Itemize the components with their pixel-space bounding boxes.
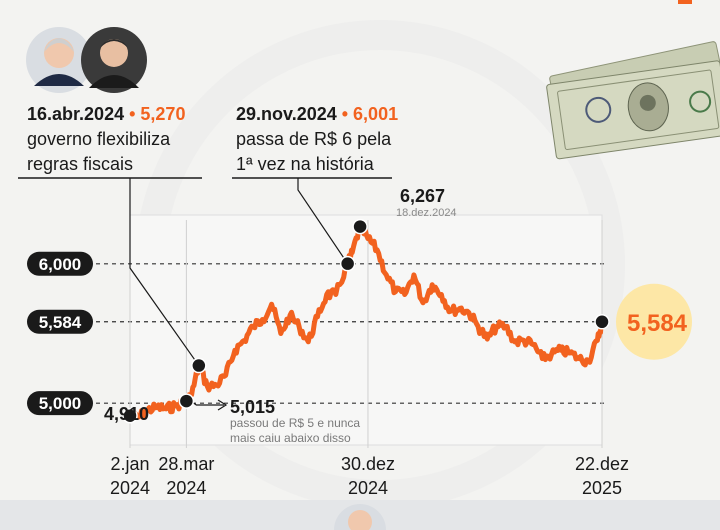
y-reference-pill xyxy=(27,251,93,276)
annotation-value: 5,270 xyxy=(140,104,185,124)
svg-text:16.abr.2024 • 5,270: 16.abr.2024 • 5,270 xyxy=(27,104,185,124)
annotation-value: 6,001 xyxy=(353,104,398,124)
peak-date-label: 18.dez.2024 xyxy=(396,207,457,219)
annotation-point xyxy=(178,393,195,409)
annotation-text-line2: 1ª vez na história xyxy=(236,154,375,174)
annotation-point xyxy=(122,407,138,424)
portrait-bottom xyxy=(334,504,386,530)
y-reference-label: 5,584 xyxy=(39,313,82,332)
annotation-point xyxy=(594,314,610,330)
annotation-point xyxy=(339,255,356,272)
x-tick-year: 2024 xyxy=(110,478,150,498)
y-reference-labels: 6,000 5,584 5,000 xyxy=(27,251,93,416)
annotation-first-time-six: 29.nov.2024 • 6,001 passa de R$ 6 pela 1… xyxy=(232,104,398,179)
dollar-bills-image xyxy=(546,41,720,160)
end-value-label: 5,584 xyxy=(627,310,688,337)
annotation-date: 29.nov.2024 xyxy=(236,104,337,124)
portrait-left xyxy=(26,27,92,93)
annotation-points xyxy=(122,218,610,424)
x-tick-year: 2024 xyxy=(348,478,388,498)
annotation-value: 5,015 xyxy=(230,397,275,417)
y-reference-label: 5,000 xyxy=(39,394,82,413)
series-line-dollar xyxy=(127,222,605,420)
annotation-text-line1: passou de R$ 5 e nunca xyxy=(230,416,360,430)
bullet: • xyxy=(337,104,353,124)
svg-text:29.nov.2024 • 6,001: 29.nov.2024 • 6,001 xyxy=(236,104,398,124)
y-reference-pill xyxy=(27,391,93,416)
annotation-above-five: 5,015 passou de R$ 5 e nunca mais caiu a… xyxy=(230,397,360,445)
annotation-text-line1: passa de R$ 6 pela xyxy=(236,129,392,149)
annotation-text-line2: mais caiu abaixo disso xyxy=(230,431,351,445)
x-tick-label: 22.dez xyxy=(575,454,629,474)
annotation-peak: 6,267 18.dez.2024 xyxy=(396,186,457,219)
x-tick-label: 28.mar xyxy=(158,454,214,474)
leader-arrow xyxy=(217,399,228,411)
annotation-point xyxy=(191,357,207,374)
corner-mark xyxy=(678,0,692,4)
leader-line xyxy=(297,178,349,264)
x-tick-labels: 2.jan 2024 28.mar 2024 30.dez 2024 22.dez 2025 xyxy=(110,454,629,498)
x-tick-label: 2.jan xyxy=(110,454,149,474)
peak-value-label: 6,267 xyxy=(400,186,445,206)
y-reference-label: 6,000 xyxy=(39,255,82,274)
annotation-text-line1: governo flexibiliza xyxy=(27,129,171,149)
annotation-fiscal-rules: 16.abr.2024 • 5,270 governo flexibiliza … xyxy=(18,104,202,179)
x-tick-year: 2024 xyxy=(166,478,206,498)
leader-line xyxy=(129,178,200,366)
annotation-text-line2: regras fiscais xyxy=(27,154,133,174)
plot-area xyxy=(129,214,603,446)
bullet: • xyxy=(124,104,140,124)
annotation-date: 16.abr.2024 xyxy=(27,104,124,124)
annotation-point xyxy=(352,218,368,235)
x-tick-year: 2025 xyxy=(582,478,622,498)
x-tick-label: 30.dez xyxy=(341,454,395,474)
portrait-right xyxy=(81,27,147,93)
end-value-highlight xyxy=(616,283,692,360)
y-reference-pill xyxy=(27,309,93,334)
start-value-label: 4,910 xyxy=(104,404,149,424)
